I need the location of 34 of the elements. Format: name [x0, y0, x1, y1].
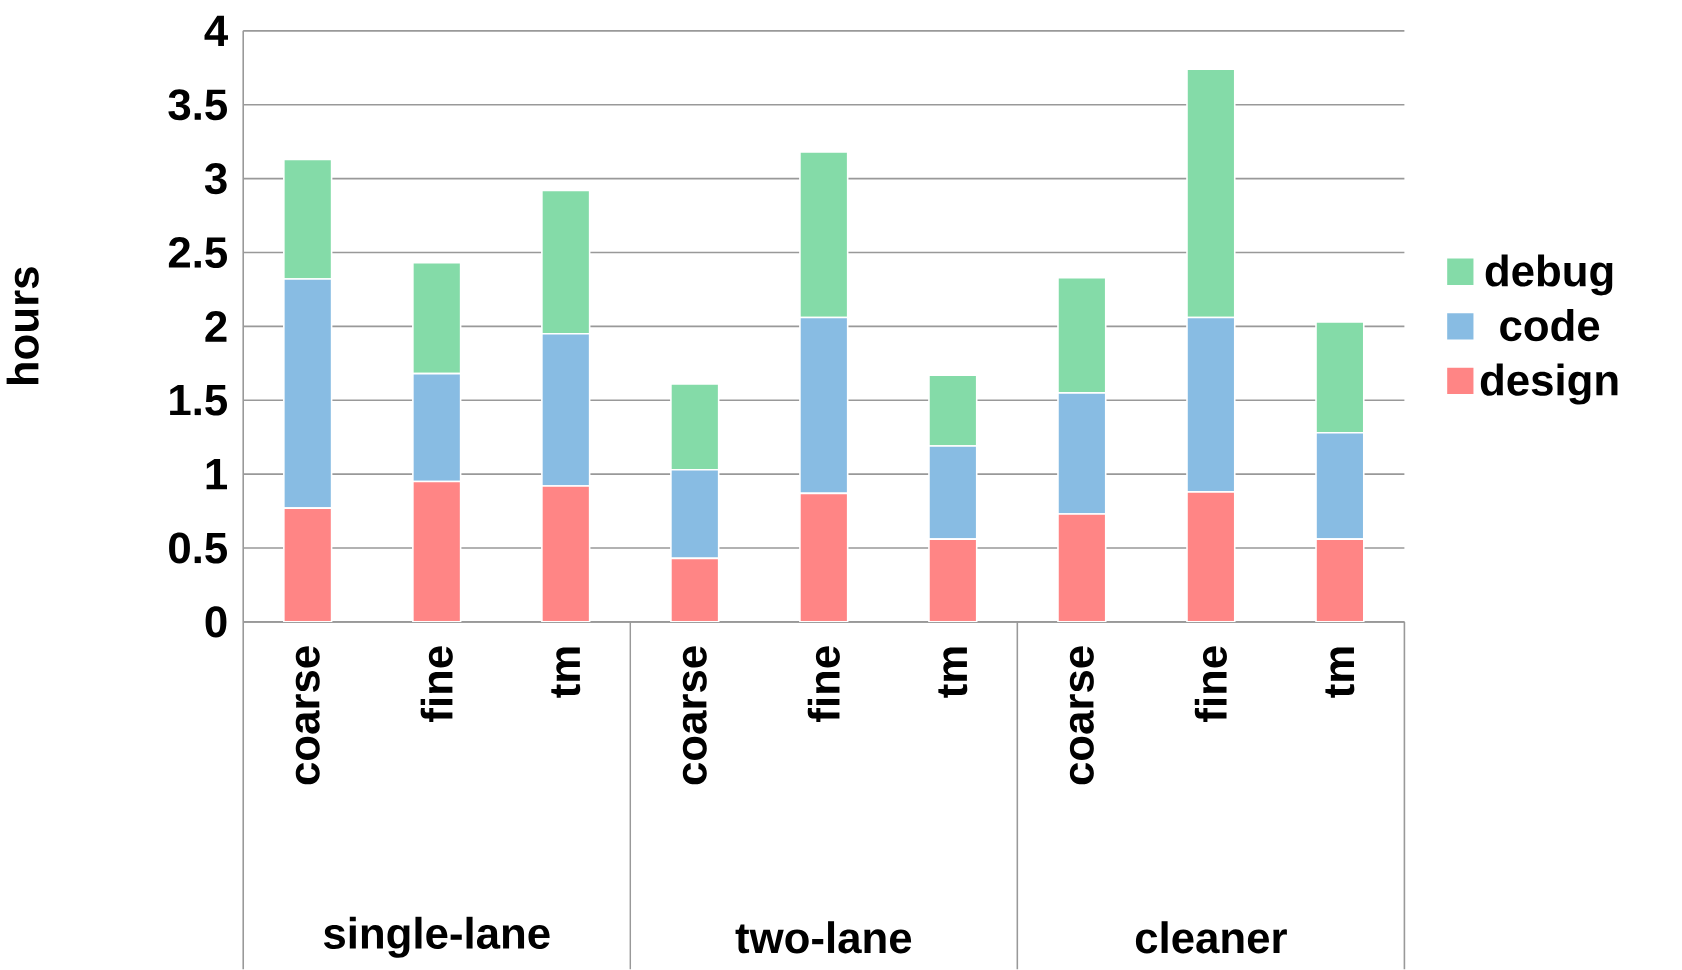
bar [670, 557, 720, 622]
x-tick-label: coarse [295, 646, 320, 785]
y-tick-label: 0.5 [169, 532, 227, 564]
y-tick-label: 4 [204, 15, 228, 46]
y-tick-label: 3.5 [168, 89, 227, 121]
y-tick-label: 2 [205, 311, 227, 342]
legend-label: code [1500, 309, 1600, 342]
x-tick-label: tm [938, 647, 968, 698]
bar [412, 480, 462, 622]
bar [799, 492, 849, 622]
bar [1315, 538, 1365, 622]
x-tick-label: tm [551, 647, 581, 698]
bar [283, 507, 333, 622]
bar [928, 538, 978, 622]
y-tick-label: 0 [205, 606, 227, 638]
legend-label: design [1480, 363, 1618, 405]
x-tick-label: fine [1194, 646, 1227, 722]
bar [1057, 513, 1107, 622]
x-tick-label: tm [1325, 647, 1355, 698]
x-tick-label: coarse [682, 646, 707, 785]
x-tick-label: fine [807, 646, 840, 722]
legend-label: debug [1485, 254, 1613, 296]
y-tick-label: 2.5 [168, 237, 227, 269]
text: cleaner [1135, 921, 1287, 954]
bar [541, 485, 591, 622]
x-tick-label: fine [420, 646, 453, 722]
y-axis-title: hours [6, 267, 39, 385]
text: two-lane [735, 921, 912, 954]
bar [1186, 491, 1236, 622]
y-tick-label: 1 [206, 459, 227, 490]
y-tick-label: 1.5 [170, 385, 227, 416]
x-tick-label: coarse [1069, 646, 1094, 785]
y-tick-label: 3 [204, 163, 227, 195]
text: single-lane [323, 916, 550, 958]
